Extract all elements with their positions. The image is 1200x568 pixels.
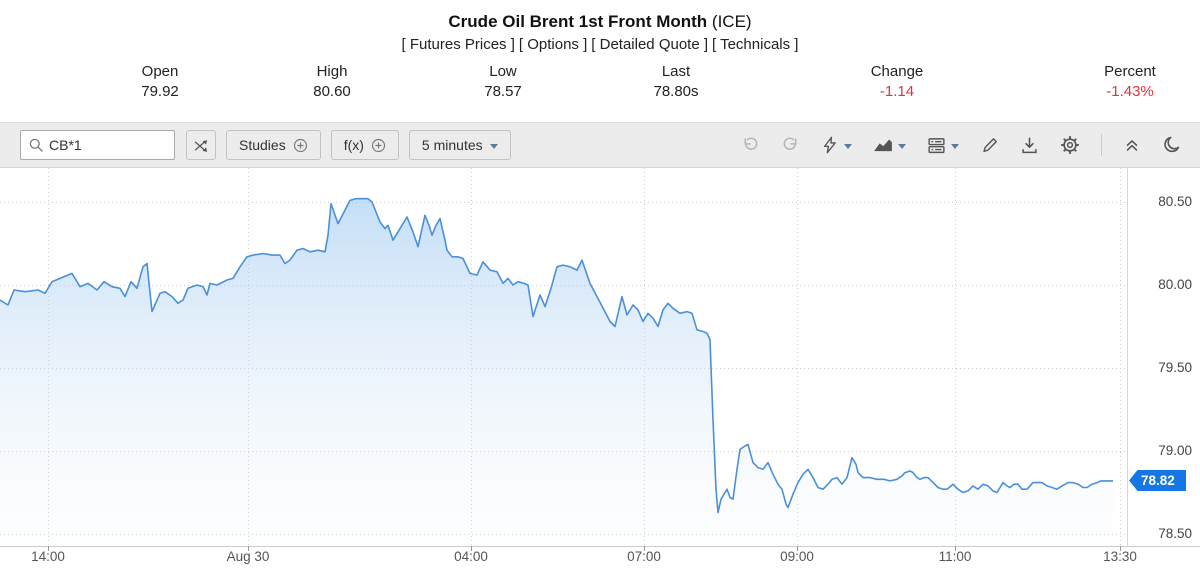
chart-type-dropdown[interactable]	[873, 136, 906, 154]
chevron-down-icon	[489, 143, 498, 149]
x-axis-label: 13:30	[1103, 549, 1137, 564]
y-axis-label: 79.50	[1158, 360, 1192, 376]
quote-link[interactable]: [ Options ]	[518, 36, 588, 53]
events-dropdown[interactable]	[821, 136, 852, 154]
x-axis-label: 14:00	[31, 549, 65, 564]
stat-label: Low	[489, 63, 517, 80]
toolbar-left-group: Studies f(x) 5 minutes	[20, 130, 521, 160]
pencil-icon	[983, 137, 997, 152]
chart-toolbar: Studies f(x) 5 minutes	[0, 122, 1200, 168]
plus-circle-icon	[293, 138, 307, 152]
settings-button[interactable]	[1060, 135, 1080, 155]
quote-link[interactable]: [ Detailed Quote ]	[591, 36, 709, 53]
stat-label: Change	[870, 63, 924, 80]
undo-button[interactable]	[741, 136, 760, 155]
stat-low: Low 78.57	[484, 62, 522, 102]
symbol-search	[20, 130, 175, 160]
x-axis-label: Aug 30	[226, 549, 270, 564]
redo-icon	[783, 136, 797, 150]
area-chart-canvas[interactable]	[0, 168, 1200, 568]
double-chevron-up-icon	[1126, 140, 1138, 151]
stat-percent: Percent -1.43%	[1104, 62, 1156, 102]
redo-button[interactable]	[781, 136, 800, 155]
periodicity-dropdown[interactable]: 5 minutes	[408, 130, 511, 160]
stat-last: Last 78.80s	[653, 62, 698, 102]
studies-label: Studies	[239, 137, 286, 153]
plus-circle-icon	[371, 138, 386, 152]
stat-value: 78.57	[484, 83, 522, 100]
instrument-title: Crude Oil Brent 1st Front Month	[448, 12, 708, 31]
price-line	[0, 197, 1113, 514]
quote-link[interactable]: [ Technicals ]	[712, 36, 799, 53]
layout-dropdown[interactable]	[927, 136, 959, 155]
toolbar-right-group	[741, 134, 1182, 156]
page-title: Crude Oil Brent 1st Front Month (ICE)	[0, 12, 1200, 32]
search-icon	[29, 138, 43, 152]
layout-panels-icon	[928, 137, 945, 153]
lightning-bolt-icon	[823, 136, 836, 154]
x-axis-label: 04:00	[454, 549, 488, 564]
compare-button[interactable]	[186, 130, 216, 160]
stat-value: -1.43%	[1106, 83, 1154, 100]
fx-label: f(x)	[343, 137, 364, 153]
stat-value: 80.60	[313, 83, 351, 100]
periodicity-label: 5 minutes	[421, 137, 483, 153]
chevron-down-icon	[951, 143, 959, 149]
chevron-down-icon	[844, 143, 852, 149]
stat-change: Change -1.14	[871, 62, 924, 102]
moon-icon	[1164, 136, 1180, 153]
studies-button[interactable]: Studies	[226, 130, 321, 160]
y-axis-label: 80.00	[1158, 277, 1192, 293]
price-area-fill	[0, 198, 1113, 546]
y-axis-label: 79.00	[1158, 443, 1192, 459]
compare-arrows-icon	[194, 139, 207, 152]
stat-label: High	[316, 63, 348, 80]
stat-high: High 80.60	[313, 62, 351, 102]
quote-links: [ Futures Prices ][ Options ][ Detailed …	[0, 36, 1200, 53]
area-chart-icon	[874, 139, 892, 152]
undo-icon	[744, 136, 758, 150]
chevron-down-icon	[898, 143, 906, 149]
quote-link[interactable]: [ Futures Prices ]	[401, 36, 515, 53]
draw-button[interactable]	[980, 136, 999, 155]
last-price-badge: 78.82	[1129, 470, 1186, 491]
stat-label: Percent	[1104, 63, 1156, 80]
toolbar-divider	[1101, 134, 1102, 156]
x-axis-label: 09:00	[780, 549, 814, 564]
download-icon	[1022, 136, 1037, 153]
x-axis-label: 11:00	[938, 549, 972, 564]
stat-value: 79.92	[141, 83, 179, 100]
last-price-value: 78.82	[1141, 473, 1175, 488]
x-axis-label: 07:00	[627, 549, 661, 564]
exchange-suffix: (ICE)	[707, 12, 752, 31]
stat-label: Last	[661, 63, 691, 80]
gear-icon	[1061, 136, 1079, 154]
y-axis-label: 78.50	[1158, 526, 1192, 542]
stat-open: Open 79.92	[141, 62, 179, 102]
symbol-search-input[interactable]	[20, 130, 175, 160]
price-chart[interactable]: 80.50 80.00 79.50 79.00 78.50 14:00 Aug 30 04:…	[0, 168, 1200, 568]
stat-value: -1.14	[879, 83, 915, 100]
y-axis-label: 80.50	[1158, 194, 1192, 210]
x-axis-ticks	[48, 546, 1121, 551]
fx-button[interactable]: f(x)	[330, 130, 399, 160]
stat-value: 78.80s	[653, 83, 699, 100]
collapse-toolbar-button[interactable]	[1123, 136, 1141, 154]
download-button[interactable]	[1020, 136, 1039, 155]
stat-label: Open	[141, 63, 179, 80]
theme-toggle-button[interactable]	[1162, 135, 1182, 155]
